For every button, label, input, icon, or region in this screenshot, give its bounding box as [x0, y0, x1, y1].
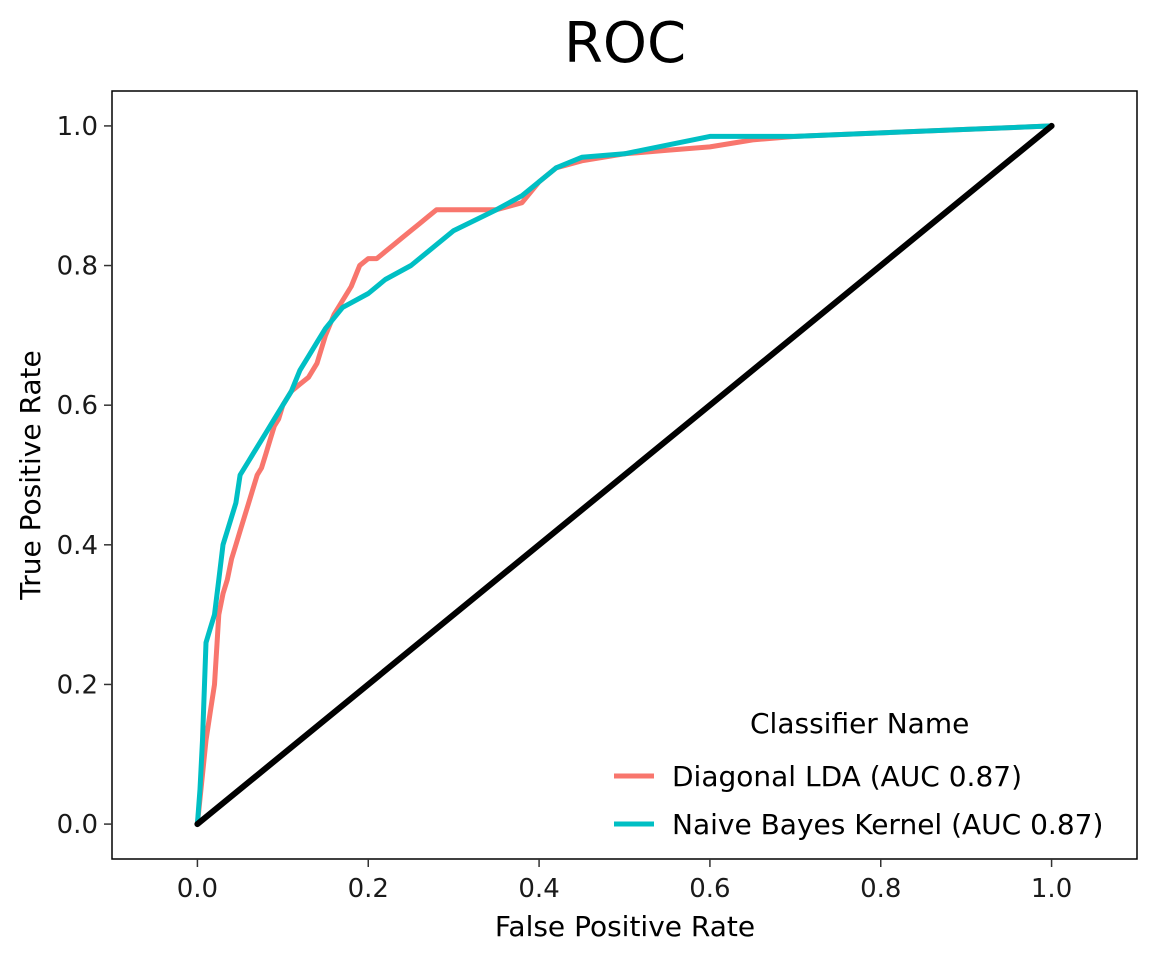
- x-axis-title: False Positive Rate: [495, 910, 755, 943]
- x-tick-label: 0.2: [348, 874, 389, 904]
- series-layer: [194, 122, 1055, 828]
- x-tick-label: 0.8: [860, 874, 901, 904]
- chart-title: ROC: [564, 11, 686, 76]
- y-tick-label: 0.0: [57, 810, 98, 840]
- reference-diagonal-line: [194, 122, 1055, 828]
- x-axis-ticks: 0.0 0.2 0.4 0.6 0.8 1.0: [177, 859, 1072, 904]
- y-tick-label: 0.4: [57, 531, 98, 561]
- x-tick-label: 1.0: [1031, 874, 1072, 904]
- y-tick-label: 0.2: [57, 670, 98, 700]
- y-axis-title: True Positive Rate: [14, 350, 47, 600]
- legend-title: Classifier Name: [750, 707, 969, 740]
- y-tick-label: 0.8: [57, 252, 98, 282]
- x-tick-label: 0.4: [518, 874, 559, 904]
- legend: Classifier Name Diagonal LDA (AUC 0.87) N…: [614, 707, 1103, 841]
- x-tick-label: 0.0: [177, 874, 218, 904]
- series-line-1: [194, 123, 1052, 825]
- x-tick-label: 0.6: [689, 874, 730, 904]
- y-axis-ticks: 0.0 0.2 0.4 0.6 0.8 1.0: [57, 112, 112, 840]
- legend-items: Diagonal LDA (AUC 0.87) Naive Bayes Kerne…: [614, 760, 1103, 841]
- plot-border: [111, 90, 1138, 860]
- y-tick-label: 0.6: [57, 391, 98, 421]
- legend-label-0: Diagonal LDA (AUC 0.87): [672, 760, 1022, 793]
- legend-label-1: Naive Bayes Kernel (AUC 0.87): [672, 808, 1103, 841]
- y-tick-label: 1.0: [57, 112, 98, 142]
